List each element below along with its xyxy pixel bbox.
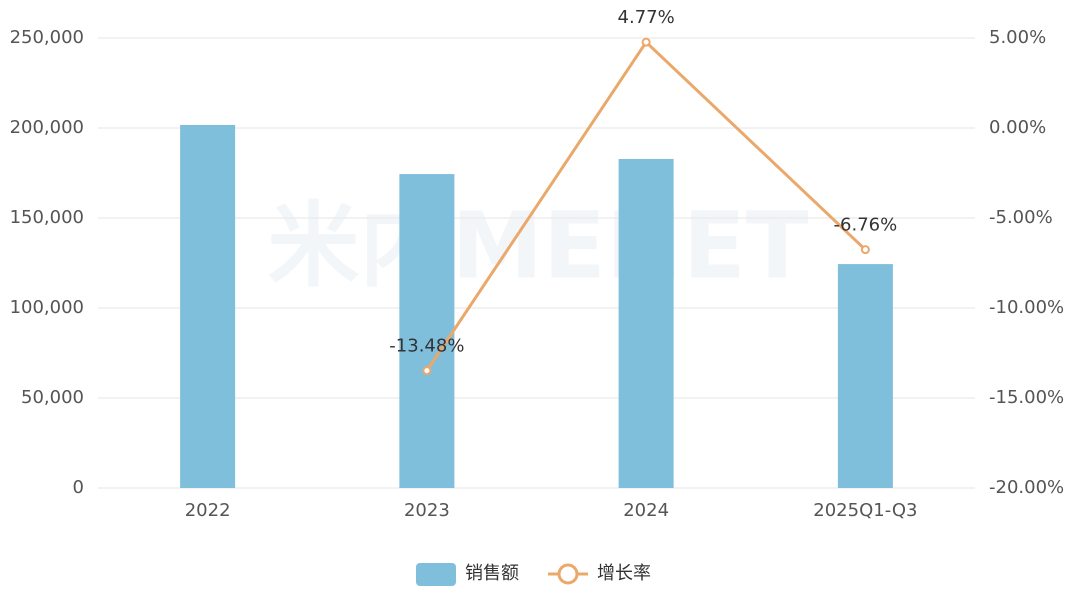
y2-tick-label: -20.00% bbox=[989, 477, 1064, 498]
x-tick-label: 2025Q1-Q3 bbox=[813, 500, 917, 521]
y-tick-label: 250,000 bbox=[10, 27, 84, 48]
point bbox=[641, 37, 651, 47]
point bbox=[422, 366, 432, 376]
y-tick-label: 50,000 bbox=[21, 387, 84, 408]
legend-swatch bbox=[557, 563, 579, 585]
legend-label: 增长率 bbox=[597, 563, 651, 584]
point bbox=[860, 245, 870, 255]
y2-tick-label: -10.00% bbox=[989, 297, 1064, 318]
bar bbox=[837, 264, 893, 488]
y2-tick-label: 0.00% bbox=[989, 117, 1046, 138]
data-label: -13.48% bbox=[389, 336, 464, 357]
bar bbox=[180, 124, 236, 488]
bar bbox=[399, 174, 455, 488]
data-label: -6.76% bbox=[834, 215, 898, 236]
y-tick-label: 100,000 bbox=[10, 297, 84, 318]
y-tick-label: 0 bbox=[73, 477, 84, 498]
data-label: 4.77% bbox=[618, 7, 675, 28]
legend-label: 销售额 bbox=[465, 563, 519, 584]
y-tick-label: 200,000 bbox=[10, 117, 84, 138]
x-tick-label: 2023 bbox=[404, 500, 450, 521]
y2-tick-label: -5.00% bbox=[989, 207, 1053, 228]
y2-tick-label: -15.00% bbox=[989, 387, 1064, 408]
legend-swatch bbox=[416, 563, 456, 586]
bar bbox=[618, 158, 674, 488]
x-tick-label: 2024 bbox=[623, 500, 669, 521]
y2-tick-label: 5.00% bbox=[989, 27, 1046, 48]
y-tick-label: 150,000 bbox=[10, 207, 84, 228]
x-tick-label: 2022 bbox=[185, 500, 231, 521]
watermark: 米内MENET bbox=[268, 192, 809, 299]
